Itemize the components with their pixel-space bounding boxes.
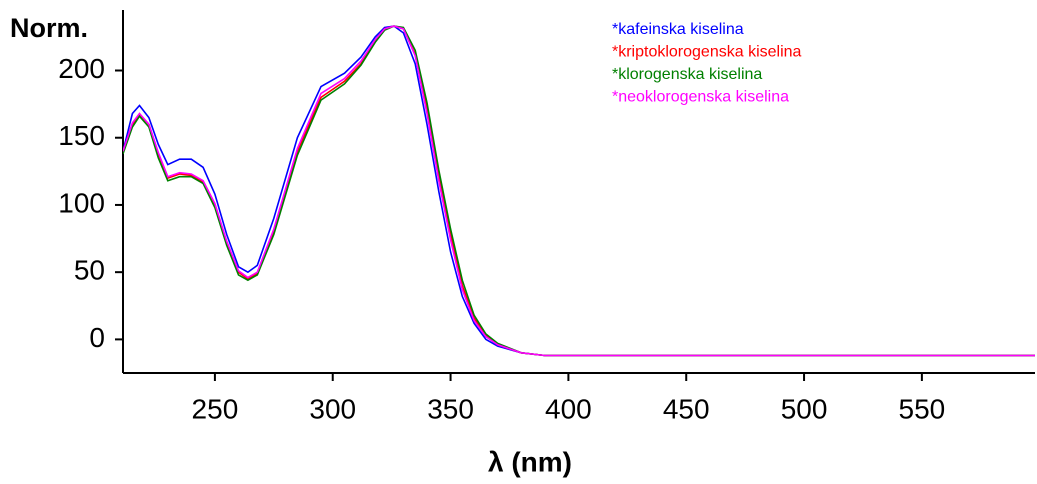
x-axis-label: λ (nm) xyxy=(488,446,572,477)
legend-label: *kafeinska kiselina xyxy=(612,21,744,38)
series-line xyxy=(123,25,1035,357)
x-tick-label: 450 xyxy=(663,393,710,424)
legend-label: *neoklorogenska kiselina xyxy=(612,89,789,106)
legend-label: *kriptoklorogenska kiselina xyxy=(612,44,802,61)
y-tick-label: 200 xyxy=(58,53,105,84)
y-tick-label: 100 xyxy=(58,187,105,218)
y-axis-label: Norm. xyxy=(10,13,88,43)
x-tick-label: 250 xyxy=(192,393,239,424)
legend-label: *klorogenska kiselina xyxy=(612,66,762,83)
x-tick-label: 400 xyxy=(545,393,592,424)
x-tick-label: 500 xyxy=(781,393,828,424)
series-line xyxy=(123,25,1035,357)
series-line xyxy=(123,25,1035,357)
x-tick-label: 550 xyxy=(899,393,946,424)
y-tick-label: 50 xyxy=(74,255,105,286)
x-tick-label: 300 xyxy=(309,393,356,424)
y-tick-label: 0 xyxy=(89,322,105,353)
series-line xyxy=(123,25,1035,357)
y-tick-label: 150 xyxy=(58,120,105,151)
x-tick-label: 350 xyxy=(427,393,474,424)
